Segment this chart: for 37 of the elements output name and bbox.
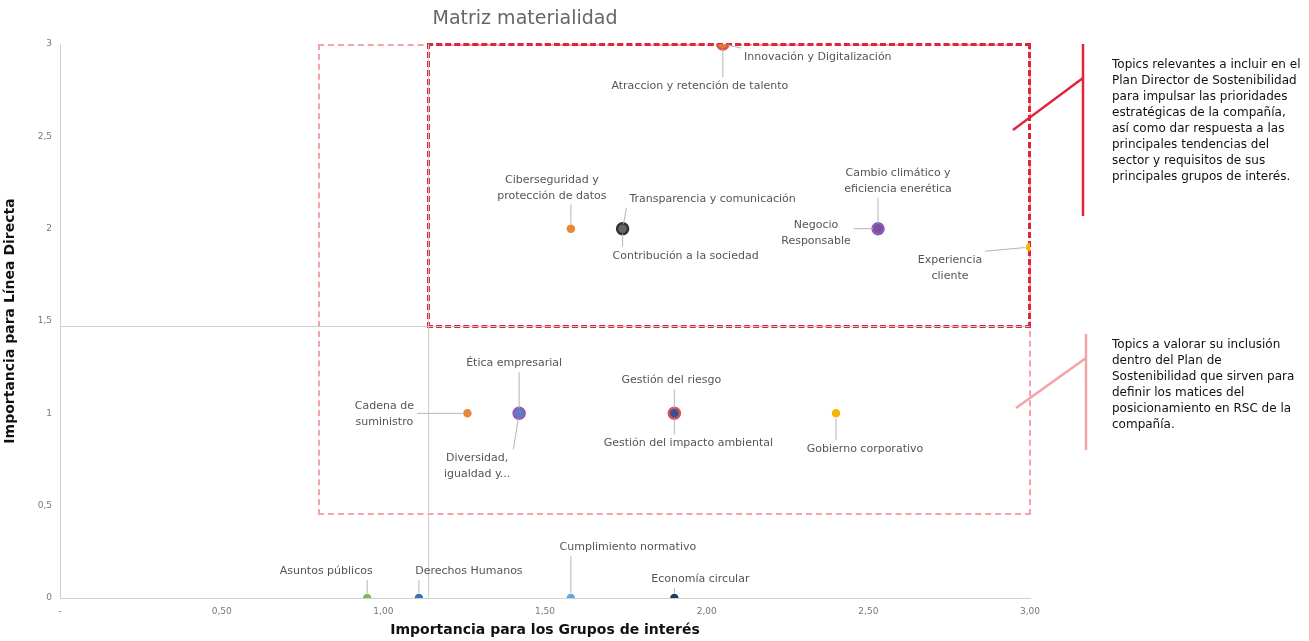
text: Gobierno corporativo: [806, 442, 924, 456]
text: Gestión del impacto ambiental: [603, 436, 773, 450]
y-tick-label: 2,5: [37, 130, 52, 141]
y-axis-title: Importancia para Línea Directa: [1, 198, 18, 444]
y-tick-label: 1: [46, 407, 52, 418]
x-tick-label: -: [58, 605, 62, 616]
series-label: Contribución a la sociedad: [612, 248, 759, 262]
text: Diversidad, igualdad y...: [443, 451, 511, 481]
chart-title: Matriz materialidad: [432, 5, 618, 28]
text: Gestión del riesgo: [621, 373, 722, 387]
y-tick-label: 2: [46, 223, 52, 234]
series-label: Asuntos públicos: [279, 563, 373, 577]
x-tick-label: 1,00: [373, 605, 394, 616]
x-tick-label: 0,50: [211, 605, 232, 616]
x-tick-label: 1,50: [534, 605, 556, 616]
text: Cadena de suministro: [354, 399, 415, 429]
x-tick-label: 2,50: [858, 605, 879, 616]
text: Negocio Responsable: [781, 217, 852, 247]
y-tick-label: 3: [46, 38, 52, 49]
text: Economía circular: [651, 571, 750, 585]
text: Topics relevantes a incluir en el Plan Director de Sostenibilidad para impulsar las prioridades estratégicas de la compañía, así como dar respuesta a las principales tendencias del sector y requisitos de sus principales grupos de interés.: [1112, 56, 1302, 184]
x-tick-label: 2,00: [696, 605, 717, 616]
text: Cambio climático y eficiencia enerética: [844, 165, 952, 195]
x-axis-title: Importancia para los Grupos de interés: [390, 621, 700, 638]
text: Atraccion y retención de talento: [611, 78, 789, 92]
text: Experiencia cliente: [917, 252, 983, 282]
y-tick-label: 0: [46, 592, 53, 603]
y-tick-label: 1,5: [37, 315, 52, 326]
x-tick-label: 3,00: [1019, 605, 1041, 616]
series-label: Innovación y Digitalización: [744, 49, 892, 63]
series-label: Derechos Humanos: [415, 563, 523, 577]
text: Ética empresarial: [466, 356, 563, 370]
series-label: Transparencia y comunicación: [628, 191, 796, 205]
text: Cumplimiento normativo: [559, 539, 697, 553]
text: Topics a valorar su inclusión dentro del Plan de Sostenibilidad que sirven para definir los matices del posicionamiento en RSC de la compañía.: [1112, 336, 1296, 432]
text: Ciberseguridad y protección de datos: [497, 172, 607, 202]
y-tick-label: 0,5: [37, 500, 52, 511]
